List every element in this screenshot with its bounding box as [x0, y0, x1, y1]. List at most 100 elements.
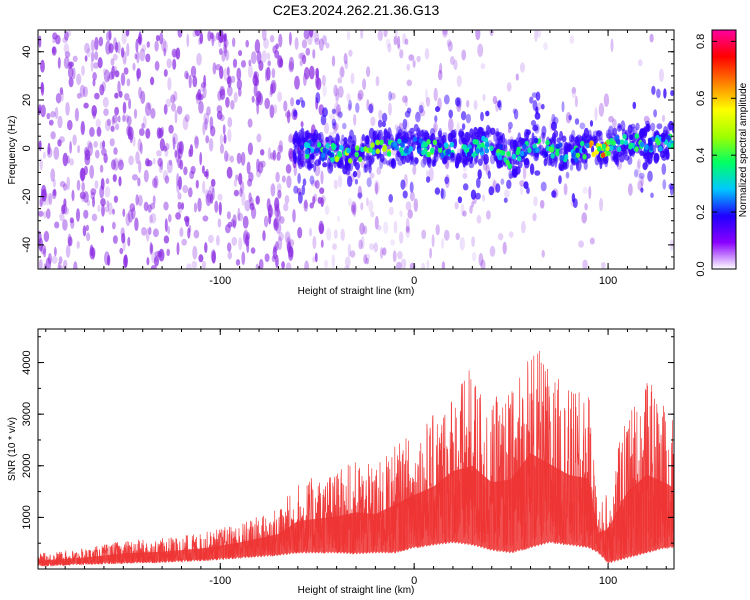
spectrogram-cell: [92, 72, 97, 81]
spectrogram-peak: [310, 153, 315, 160]
spectrogram-cell: [363, 163, 368, 169]
spectrogram-cell: [666, 149, 670, 160]
spectrogram-cell: [69, 158, 74, 166]
spectrogram-cell: [61, 204, 66, 215]
spectrogram-cell: [157, 157, 163, 167]
spectrogram-cell: [484, 130, 490, 140]
spectrogram-peak: [346, 147, 351, 154]
spectrogram-cell: [210, 249, 216, 263]
spectrogram-cell: [446, 39, 452, 47]
spectrogram-cell: [172, 58, 177, 70]
spectrogram-peak: [309, 147, 315, 153]
spectrogram-cell: [275, 203, 279, 213]
spectrogram-cell: [147, 204, 152, 213]
spectrogram-cell: [462, 210, 467, 217]
spectrogram-peak: [432, 139, 438, 146]
spectrogram-cell: [613, 150, 618, 159]
spectrogram-cell: [662, 114, 665, 122]
spectrogram-cell: [83, 191, 89, 203]
spectrogram-cell: [195, 91, 202, 105]
spectrogram-cell: [287, 246, 294, 261]
spectrogram-cell: [188, 187, 193, 198]
spectrogram-peak: [418, 138, 423, 144]
spectrogram-cell: [211, 250, 216, 264]
spectrogram-cell: [309, 175, 315, 185]
spectrogram-cell: [421, 262, 426, 269]
spectrogram-cell: [198, 100, 204, 114]
spectrogram-cell: [298, 191, 303, 204]
spectrogram-peak: [445, 149, 450, 156]
spectrogram-cell: [241, 251, 246, 265]
spectrogram-cell: [554, 155, 558, 168]
spectrogram-cell: [363, 254, 368, 264]
spectrogram-cell: [175, 212, 182, 220]
spectrogram-cell: [541, 125, 547, 136]
spectrogram-cell: [612, 127, 617, 137]
spectrogram-cell: [653, 153, 659, 164]
spectrogram-cell: [445, 162, 450, 170]
spectrogram-cell: [94, 51, 99, 61]
spectrogram-cell: [651, 85, 656, 95]
spectrogram-cell: [107, 75, 110, 82]
spectrogram-cell: [166, 58, 172, 69]
spectrogram-cell: [543, 158, 548, 167]
spectrogram-cell: [101, 204, 105, 217]
spectrogram-cell: [39, 158, 43, 171]
spectrogram-cell: [211, 32, 215, 47]
spectrogram-cell: [379, 153, 385, 163]
spectrogram-cell: [91, 213, 98, 222]
spectrogram-peak: [543, 151, 549, 158]
spectrogram-cell: [426, 96, 431, 107]
colorbar-tick-label: 0.6: [695, 91, 707, 106]
spectrogram-peak: [506, 151, 511, 157]
spectrogram-cell: [285, 164, 292, 174]
spectrogram-cell: [457, 196, 463, 204]
spectrogram-cell: [140, 90, 146, 104]
spectrogram-cell: [105, 40, 111, 55]
spectrogram-cell: [571, 86, 576, 94]
spectrogram-cell: [122, 208, 126, 217]
spectrogram-cell: [518, 137, 523, 143]
spectrogram-cell: [112, 114, 118, 124]
spectrogram-cell: [460, 111, 467, 121]
spectrogram-cell: [551, 113, 556, 124]
spectrogram-cell: [661, 163, 667, 176]
spectrogram-cell: [444, 229, 450, 241]
spectrogram-cell: [120, 72, 126, 86]
spectrogram-cell: [38, 259, 43, 269]
spectrogram-cell: [321, 74, 326, 86]
spectrogram-cell: [441, 238, 445, 250]
spectrogram-cell: [270, 83, 274, 96]
spectrogram-cell: [114, 92, 119, 99]
spectrogram-cell: [668, 120, 674, 131]
spectrogram-cell: [299, 59, 303, 67]
spectrogram-cell: [594, 107, 598, 121]
spectrogram-cell: [431, 159, 435, 167]
spectrogram-cell: [461, 49, 467, 61]
spectrogram-cell: [132, 136, 136, 147]
spectrogram-cell: [174, 149, 178, 158]
spectrogram-cell: [124, 93, 130, 101]
spectrogram-cell: [430, 128, 435, 137]
spectrogram-cell: [69, 217, 74, 224]
spectrogram-peak: [305, 153, 310, 159]
spectrogram-cell: [506, 82, 512, 92]
spectrogram-cell: [163, 145, 168, 152]
spectrogram-cell: [492, 177, 496, 191]
spectrogram-cell: [227, 117, 233, 128]
spectrogram-peak: [527, 147, 532, 153]
spectrogram-cell: [390, 239, 395, 246]
spectrogram-cell: [205, 168, 209, 180]
spectrogram-cell: [227, 242, 232, 252]
spectrogram-cell: [373, 180, 380, 194]
spectrogram-cell: [569, 164, 574, 171]
spectrogram-cell: [226, 66, 230, 77]
spectrogram-cell: [128, 98, 132, 110]
spectrogram-cell: [348, 99, 352, 111]
spectrogram-cell: [552, 116, 559, 125]
spectrogram-cell: [295, 137, 299, 144]
spectrogram-cell: [344, 265, 350, 269]
spectrogram-cell: [264, 253, 270, 262]
spectrogram-cell: [535, 91, 541, 101]
spectrogram-cell: [374, 216, 379, 230]
